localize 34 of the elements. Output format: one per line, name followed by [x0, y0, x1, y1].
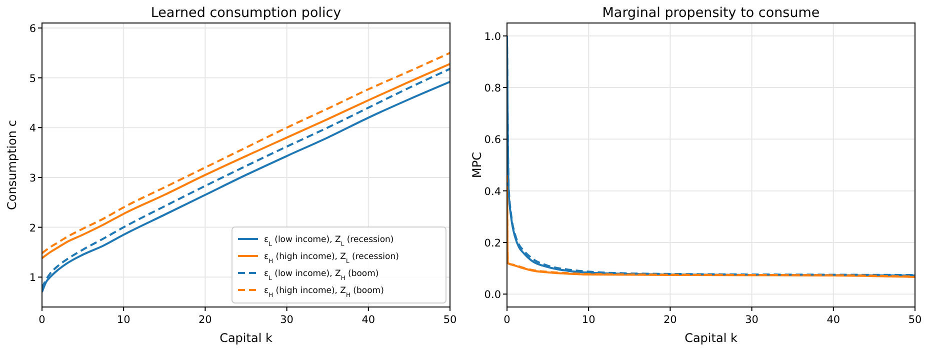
x-tick-label: 20: [664, 314, 677, 326]
y-tick-label: 5: [29, 72, 36, 85]
legend-label: ε$_{L}$ (low income), Z$_{L}$ (recession): [264, 235, 394, 248]
x-tick-label: 40: [826, 314, 840, 326]
y-tick-label: 3: [29, 172, 36, 184]
y-tick-label: 0.2: [484, 237, 501, 250]
x-tick-label: 30: [280, 314, 294, 326]
x-tick-label: 30: [745, 314, 758, 326]
x-tick-label: 10: [116, 314, 130, 326]
y-tick-label: 0.0: [484, 289, 501, 302]
y-tick-label: 0.4: [484, 186, 502, 198]
x-tick-label: 20: [198, 314, 212, 326]
y-tick-label: 4: [29, 122, 36, 135]
y-tick-label: 0.6: [484, 134, 502, 146]
legend-label: ε$_{L}$ (low income), Z$_{H}$ (boom): [264, 269, 379, 282]
x-tick-label: 10: [582, 314, 596, 326]
y-tick-label: 0.8: [484, 82, 501, 95]
legend-label: ε$_{H}$ (high income), Z$_{L}$ (recession): [264, 252, 399, 264]
y-axis-title: MPC: [470, 152, 484, 178]
y-tick-label: 2: [29, 222, 36, 234]
x-tick-label: 40: [362, 314, 376, 326]
x-axis-title: Capital k: [220, 331, 272, 345]
x-tick-label: 0: [504, 314, 510, 326]
x-tick-label: 50: [443, 314, 457, 326]
x-tick-label: 0: [38, 314, 46, 326]
y-axis-title: Consumption c: [5, 120, 19, 210]
y-tick-label: 1.0: [484, 30, 501, 43]
x-axis-title: Capital k: [684, 331, 738, 345]
x-tick-label: 50: [908, 314, 922, 326]
chart-title: Marginal propensity to consume: [602, 5, 820, 21]
y-tick-label: 6: [29, 22, 36, 35]
chart-title: Learned consumption policy: [150, 5, 342, 21]
y-tick-label: 1: [29, 272, 36, 284]
legend-label: ε$_{H}$ (high income), Z$_{H}$ (boom): [264, 286, 384, 298]
